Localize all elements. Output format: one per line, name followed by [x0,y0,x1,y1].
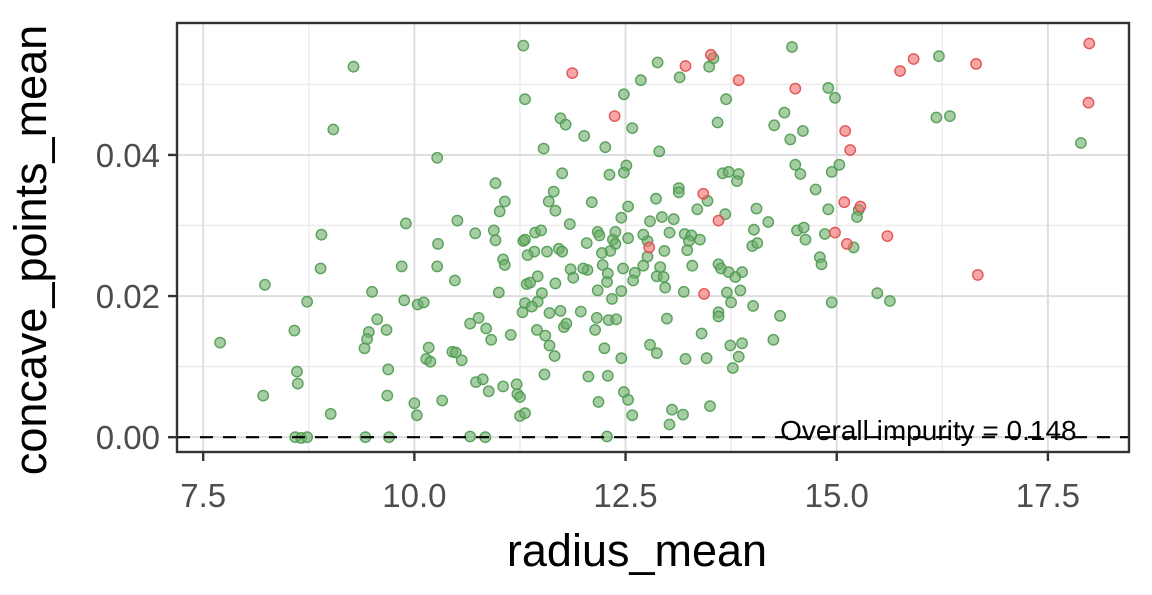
x-axis-label: radius_mean [507,525,767,576]
axis-tick-marks [168,153,1050,461]
data-points [214,37,1096,444]
x-tick-labels: 7.5 10.0 12.5 15.0 17.5 [180,477,1080,514]
x-tick-label: 17.5 [1016,477,1080,514]
y-tick-label: 0.00 [96,419,160,456]
annotation-overall-impurity: Overall impurity = 0.148 [780,415,1076,446]
x-tick-label: 12.5 [593,477,657,514]
x-tick-label: 7.5 [180,477,226,514]
y-tick-labels: 0.00 0.02 0.04 [96,137,160,456]
y-tick-label: 0.04 [96,137,160,174]
x-tick-label: 15.0 [805,477,869,514]
y-tick-label: 0.02 [96,278,160,315]
x-tick-label: 10.0 [382,477,446,514]
panel-border [175,21,1131,454]
y-axis-label: concave_points_mean [5,25,56,475]
